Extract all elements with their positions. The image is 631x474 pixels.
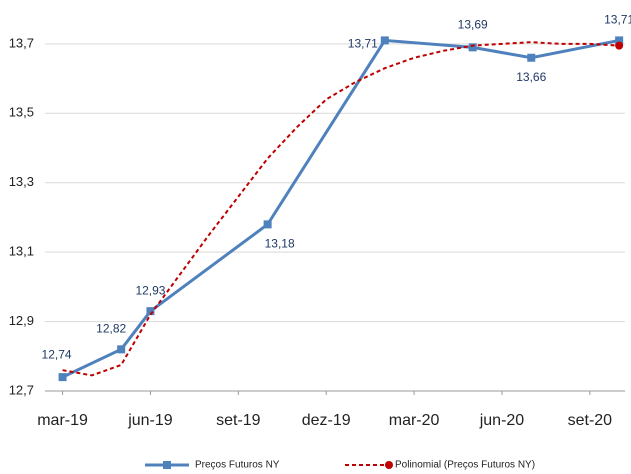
data-label: 12,82 bbox=[96, 322, 126, 336]
line bbox=[61, 38, 620, 379]
data-label: 13,71 bbox=[348, 37, 378, 51]
y-tick-label: 12,9 bbox=[9, 313, 34, 328]
marker bbox=[263, 220, 272, 229]
x-tick-label: jun-20 bbox=[479, 412, 525, 429]
legend-marker bbox=[385, 461, 393, 469]
marker bbox=[527, 53, 536, 62]
data-label: 13,66 bbox=[516, 70, 546, 84]
marker bbox=[58, 373, 67, 382]
legend-label: Preços Futuros NY bbox=[195, 460, 280, 471]
legend-marker bbox=[163, 461, 171, 469]
y-tick-label: 13,1 bbox=[9, 244, 34, 259]
x-tick-label: mar-20 bbox=[389, 412, 440, 429]
x-tick-label: set-20 bbox=[568, 412, 613, 429]
y-tick-label: 12,7 bbox=[9, 382, 34, 397]
data-label: 12,93 bbox=[135, 283, 165, 297]
trend-line bbox=[62, 41, 620, 377]
x-tick-label: set-19 bbox=[216, 412, 261, 429]
y-tick-label: 13,5 bbox=[9, 105, 34, 120]
y-tick-label: 13,3 bbox=[9, 174, 34, 189]
x-tick-label: jun-19 bbox=[127, 412, 173, 429]
marker bbox=[615, 36, 624, 45]
trend-end-marker bbox=[615, 41, 624, 50]
data-label: 13,69 bbox=[458, 18, 488, 32]
x-tick-label: dez-19 bbox=[302, 412, 351, 429]
x-tick-label: mar-19 bbox=[37, 412, 88, 429]
data-label: 13,18 bbox=[265, 237, 295, 251]
marker bbox=[380, 36, 389, 45]
legend-label: Polinomial (Preços Futuros NY) bbox=[395, 460, 535, 471]
data-label: 13,71 bbox=[604, 13, 631, 27]
marker bbox=[117, 345, 126, 354]
y-tick-label: 13,7 bbox=[9, 35, 34, 50]
data-label: 12,74 bbox=[42, 347, 72, 361]
marker bbox=[146, 307, 155, 316]
marker bbox=[468, 43, 477, 52]
